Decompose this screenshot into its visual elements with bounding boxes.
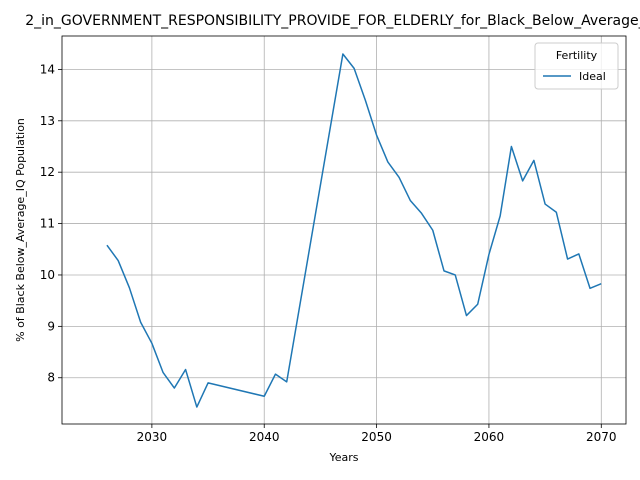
legend-box [534, 42, 619, 90]
x-tick-label: 2050 [361, 430, 392, 444]
y-tick-label: 12 [40, 165, 55, 179]
plot-frame [61, 35, 627, 425]
grid [62, 36, 626, 424]
series-line [106, 53, 602, 408]
x-tick-label: 2070 [586, 430, 617, 444]
y-tick-label: 10 [40, 268, 55, 282]
y-tick-label: 9 [47, 319, 55, 333]
x-tick-label: 2060 [474, 430, 505, 444]
x-axis-title: Years [328, 451, 358, 464]
legend-title: Fertility [556, 49, 598, 62]
y-axis-title: % of Black Below_Average_IQ Population [14, 118, 27, 342]
y-tick-label: 8 [47, 371, 55, 385]
legend: Fertility Ideal [534, 42, 619, 90]
y-tick-label: 14 [40, 62, 55, 76]
chart-title: 2_in_GOVERNMENT_RESPONSIBILITY_PROVIDE_F… [25, 13, 640, 29]
y-tick-label: 13 [40, 114, 55, 128]
series-group [106, 53, 602, 408]
x-tick-label: 2030 [137, 430, 168, 444]
y-tick-label: 11 [40, 217, 55, 231]
legend-label: Ideal [579, 70, 606, 83]
y-axis: 8 9 10 11 12 13 14 [40, 62, 62, 385]
x-axis: 2030 2040 2050 2060 2070 [137, 424, 617, 444]
x-tick-label: 2040 [249, 430, 280, 444]
